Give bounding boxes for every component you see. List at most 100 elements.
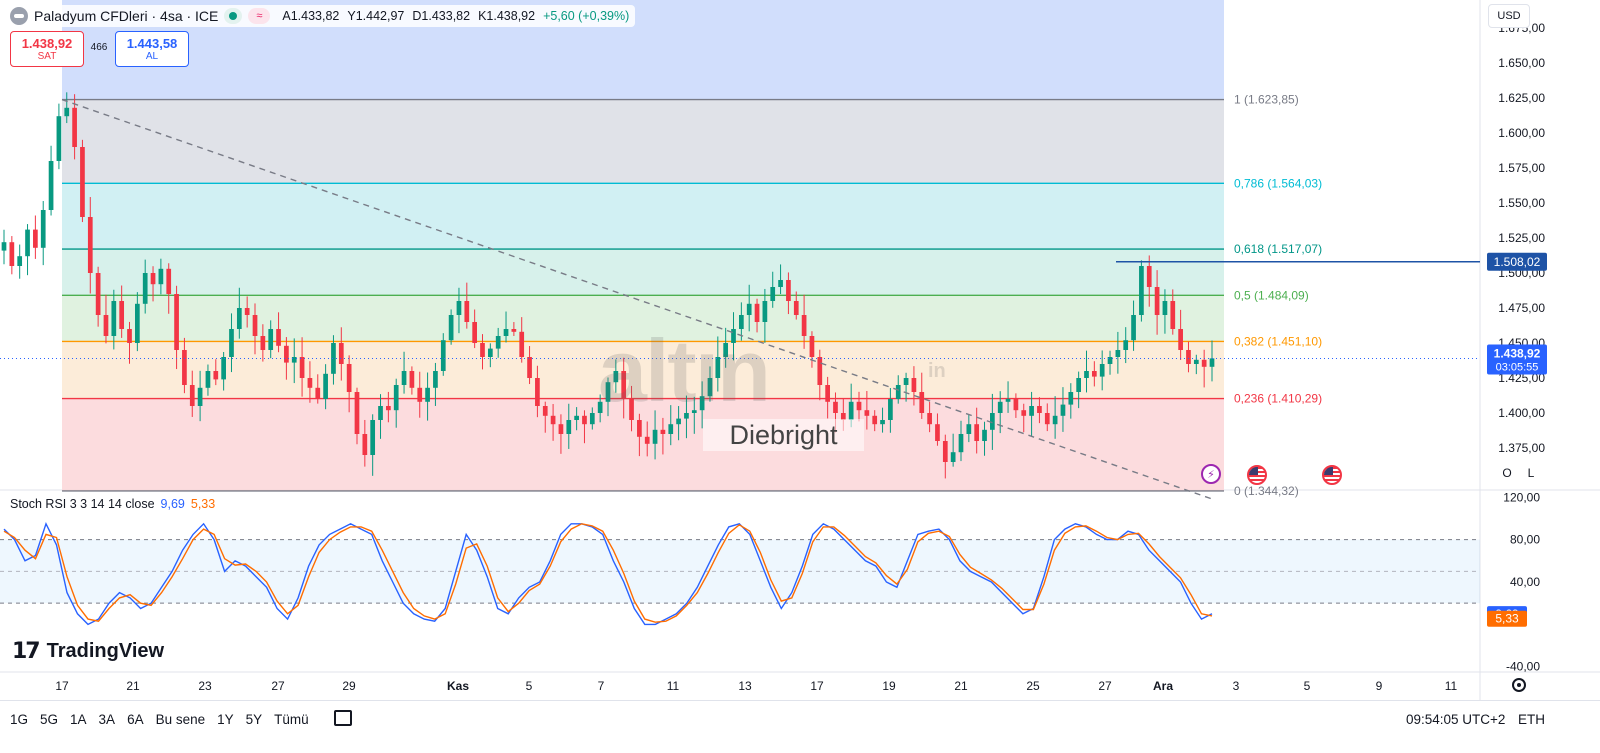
candle-body [982, 429, 987, 441]
candle-body [25, 229, 30, 257]
time-tick-label: 5 [1304, 679, 1311, 693]
time-tick-label: 9 [1376, 679, 1383, 693]
candle-body [778, 280, 783, 287]
log-scale-l-button[interactable]: L [1521, 463, 1541, 483]
candle-body [64, 107, 70, 117]
spread-value: 466 [90, 42, 108, 53]
candle-body [338, 343, 344, 364]
candle-body [95, 273, 101, 315]
candle-body [119, 301, 125, 329]
stoch-rsi-d-value: 5,33 [190, 497, 216, 511]
candle-body [895, 385, 901, 399]
candle-body [911, 378, 917, 392]
market-open-icon[interactable] [224, 8, 243, 24]
candle-body [48, 161, 54, 210]
time-tick-label: 21 [126, 679, 140, 693]
symbol-title[interactable]: Paladyum CFDleri · 4sa · ICE [34, 8, 219, 24]
lightning-event-icon[interactable]: ⚡ [1201, 464, 1221, 484]
candle-body [236, 308, 242, 329]
candle-body [707, 378, 713, 397]
candle-body [1084, 371, 1089, 378]
candle-body [817, 357, 823, 385]
tradingview-logo[interactable]: 𝟭𝟳 TradingView [12, 638, 164, 664]
ohlc-open: A1.433,82 [282, 9, 340, 23]
candle-body [276, 329, 281, 346]
candle-body [1099, 364, 1105, 377]
stoch-rsi-title: Stoch RSI 3 3 14 14 close [10, 497, 155, 511]
candle-body [613, 371, 619, 383]
candle-body [166, 268, 172, 294]
candle-body [1193, 359, 1199, 364]
range-5y[interactable]: 5Y [245, 712, 263, 727]
calendar-goto-icon[interactable] [334, 710, 352, 726]
candle-body [1052, 415, 1058, 425]
candle-body [550, 415, 556, 425]
fib-zone-0 [62, 99, 1224, 184]
candle-body [307, 378, 313, 388]
candle-body [738, 315, 744, 329]
us-flag-event-icon-2[interactable] [1322, 465, 1342, 485]
range-1a[interactable]: 1A [70, 712, 87, 727]
chart-header: Paladyum CFDleri · 4sa · ICE ≈ A1.433,82… [8, 5, 636, 27]
stoch-rsi-k-value: 9,69 [160, 497, 185, 511]
range-bu-sene[interactable]: Bu sene [155, 712, 206, 727]
last-price-label: 1.438,92 [1494, 347, 1541, 361]
candle-body [480, 343, 485, 357]
buy-button[interactable]: 1.443,58 AL [115, 31, 189, 67]
session-mode[interactable]: ETH [1518, 712, 1545, 727]
candle-body [793, 301, 799, 315]
candle-body [691, 410, 697, 413]
fib-label-6: 0 (1.344,32) [1234, 484, 1299, 498]
fib-zone-4 [62, 341, 1224, 399]
currency-selector[interactable]: USD [1488, 4, 1530, 28]
data-wave-icon[interactable]: ≈ [248, 8, 271, 24]
candle-body [134, 303, 140, 343]
candle-body [142, 273, 148, 304]
range-5g[interactable]: 5G [40, 712, 59, 727]
tradingview-mark-icon: 𝟭𝟳 [12, 638, 41, 663]
clock[interactable]: 09:54:05 UTC+2 [1406, 712, 1506, 727]
price-tick-label: 1.400,00 [1498, 406, 1545, 420]
sell-button[interactable]: 1.438,92 SAT [10, 31, 84, 67]
candle-body [456, 301, 462, 315]
candle-body [605, 382, 611, 402]
time-tick-label: 29 [342, 679, 356, 693]
fib-label-2: 0,618 (1.517,07) [1234, 242, 1322, 256]
candle-body [762, 301, 768, 322]
stoch-tick-label: 120,00 [1503, 490, 1540, 504]
range-3a[interactable]: 3A [98, 712, 116, 727]
candle-body [189, 385, 195, 406]
ohlc-low: D1.433,82 [412, 9, 471, 23]
horizontal-line-label-bg [1487, 252, 1547, 271]
candle-body [809, 336, 815, 357]
price-tick-label: 1.650,00 [1498, 56, 1545, 70]
candle-body [221, 357, 226, 380]
range-1y[interactable]: 1Y [217, 712, 234, 727]
candle-body [1115, 350, 1121, 357]
dashed-trendline [61, 98, 1213, 500]
axis-settings-icon[interactable] [1512, 678, 1526, 692]
fib-label-4: 0,382 (1.451,10) [1234, 334, 1322, 348]
range-tumu[interactable]: Tümü [274, 712, 309, 727]
sell-price: 1.438,92 [21, 35, 73, 51]
time-tick-label: 17 [810, 679, 824, 693]
candle-body [1154, 287, 1160, 315]
stoch-rsi-legend[interactable]: Stoch RSI 3 3 14 14 close 9,69 5,33 [10, 497, 215, 511]
stoch-line-D [3, 523, 1213, 623]
log-scale-o-button[interactable]: O [1497, 463, 1517, 483]
candle-body [840, 413, 846, 420]
range-1g[interactable]: 1G [10, 712, 29, 727]
fib-label-3: 0,5 (1.484,09) [1234, 288, 1309, 302]
candle-body [33, 229, 38, 248]
candle-body [786, 280, 791, 301]
us-flag-event-icon[interactable] [1247, 465, 1267, 485]
range-6a[interactable]: 6A [127, 712, 144, 727]
candle-body [80, 147, 85, 217]
candle-body [919, 392, 925, 413]
time-tick-label: 11 [667, 679, 680, 693]
candle-body [1178, 329, 1183, 350]
candle-body [699, 396, 705, 411]
candle-body [1, 242, 7, 251]
candle-body [1146, 266, 1152, 287]
